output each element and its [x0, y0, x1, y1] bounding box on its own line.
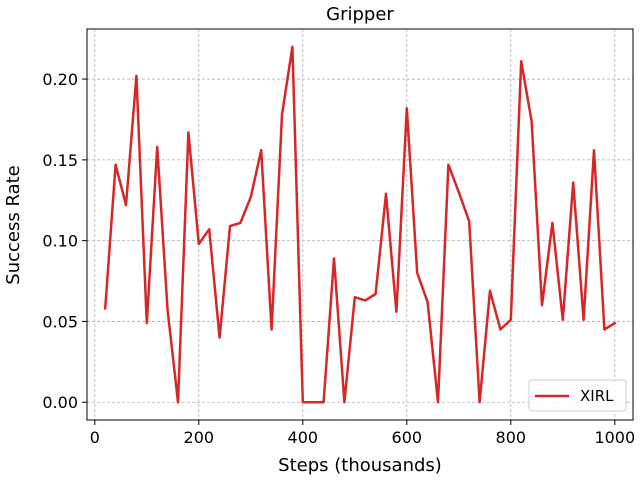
- legend: XIRL: [528, 379, 627, 412]
- x-tick-label: 1000: [594, 428, 635, 447]
- legend-box: [528, 379, 627, 412]
- x-tick-label: 400: [288, 428, 319, 447]
- plot-frame: [86, 28, 634, 421]
- y-axis-title: Success Rate: [3, 165, 24, 284]
- x-axis-title: Steps (thousands): [278, 455, 442, 476]
- y-tick-label: 0.20: [42, 70, 78, 89]
- legend-label: XIRL: [580, 387, 614, 405]
- series-line-xirl: [103, 45, 617, 404]
- chart-title: Gripper: [326, 4, 394, 25]
- y-axis-ticks: 0.00 0.05 0.10 0.15 0.20: [42, 70, 87, 412]
- x-tick-label: 600: [392, 428, 423, 447]
- y-tick-label: 0.10: [42, 232, 78, 251]
- x-axis-ticks: 0 200 400 600 800 1000: [90, 420, 635, 447]
- series-layer: [103, 45, 617, 404]
- y-tick-label: 0.15: [42, 151, 78, 170]
- x-tick-label: 0: [90, 428, 100, 447]
- x-tick-label: 800: [496, 428, 527, 447]
- y-tick-label: 0.00: [42, 393, 78, 412]
- x-tick-label: 200: [184, 428, 215, 447]
- y-tick-label: 0.05: [42, 312, 78, 331]
